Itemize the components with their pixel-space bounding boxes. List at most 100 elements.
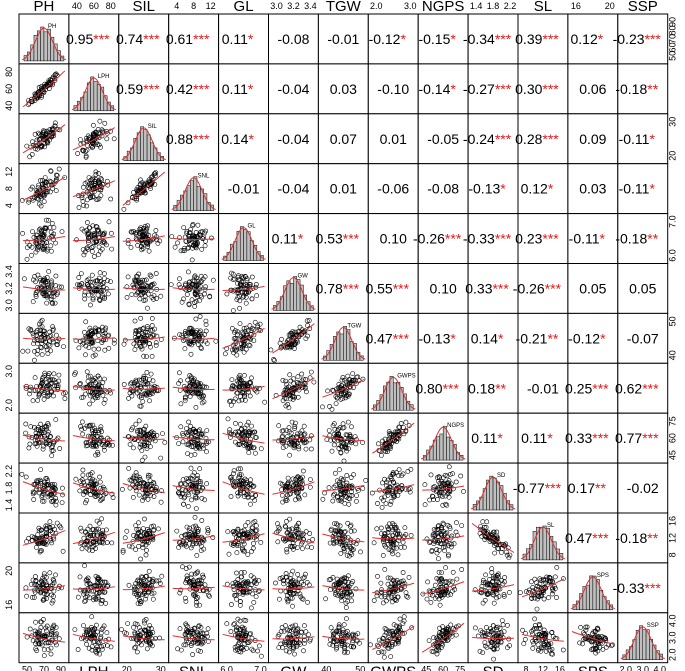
significance-stars: * [600, 330, 606, 346]
scatter-point [83, 319, 89, 325]
scatter-point [104, 136, 110, 142]
scatter-point [96, 252, 101, 258]
cell-frame [218, 113, 270, 165]
significance-stars: * [450, 81, 456, 97]
scatter-point [86, 276, 92, 282]
scatter-point [80, 337, 86, 343]
scatter-point [24, 256, 30, 262]
scatter-point [32, 273, 37, 279]
scatter-point [169, 234, 175, 239]
scatter-point [44, 300, 50, 306]
scatter-point [47, 129, 53, 135]
correlation-coefficient: 0.01 [380, 131, 407, 147]
scatter-point [84, 278, 90, 283]
scatter-point [102, 120, 108, 126]
matrix-cell [68, 562, 120, 614]
scatter-point [34, 137, 40, 143]
significance-stars: * [248, 31, 254, 47]
scatter-point [42, 193, 47, 199]
cell-frame [417, 63, 469, 115]
scatter-point [182, 248, 187, 254]
cell-frame [417, 163, 469, 215]
scatter-point [90, 353, 96, 359]
cell-frame [268, 13, 319, 65]
scatter-point [186, 244, 191, 250]
density-curve [121, 127, 166, 161]
scatter-point [29, 152, 35, 157]
scatter-point [93, 238, 99, 243]
scatter-point [99, 340, 105, 345]
scatter-point [90, 297, 96, 303]
scatter-point [100, 294, 105, 300]
significance-stars: *** [495, 231, 512, 247]
correlation-coefficient: 0.80*** [415, 380, 459, 396]
histogram-bar [146, 134, 151, 161]
matrix-cell: 0.25*** [565, 362, 619, 414]
scatter-point [149, 315, 155, 321]
matrix-cell: LPH [68, 63, 120, 115]
scatter-point [145, 239, 151, 245]
matrix-cell: -0.33*** [463, 213, 519, 265]
scatter-point [38, 344, 43, 350]
histogram-bar [83, 91, 88, 112]
scatter-point [43, 217, 49, 223]
scatter-point [90, 295, 96, 301]
matrix-cell [68, 312, 120, 364]
histogram-bar [43, 31, 48, 62]
significance-stars: *** [542, 231, 559, 247]
scatter-point [52, 123, 58, 129]
scatter-point [137, 181, 143, 187]
scatter-point [51, 225, 57, 230]
scatter-point [147, 272, 153, 278]
matrix-cell [18, 113, 70, 165]
histogram-bar [436, 436, 441, 461]
scatter-point [99, 328, 105, 333]
cell-frame [317, 263, 369, 314]
matrix-cell [417, 462, 469, 514]
histogram-bar [442, 425, 447, 461]
matrix-cell [218, 562, 270, 614]
correlation-coefficient: 0.59*** [116, 81, 160, 97]
scatter-point [89, 272, 95, 278]
scatter-point [28, 186, 34, 192]
scatter-point [25, 348, 31, 354]
scatter-point [43, 280, 49, 286]
significance-stars: * [600, 231, 606, 247]
significance-stars: ** [595, 480, 606, 496]
scatter-point [27, 243, 33, 248]
scatter-point [28, 327, 34, 332]
cell-frame [417, 113, 469, 165]
scatter-point [88, 302, 93, 308]
scatter-point [48, 296, 54, 302]
scatter-point [148, 284, 154, 289]
significance-stars: ** [647, 81, 658, 97]
fit-line [172, 287, 215, 291]
scatter-point [230, 277, 236, 282]
matrix-cell: 0.39*** [515, 13, 569, 65]
scatter-point [41, 199, 47, 204]
scatter-point [36, 244, 42, 250]
significance-stars: *** [642, 430, 659, 446]
cell-frame [467, 263, 519, 314]
matrix-cell: -0.14* [417, 63, 469, 115]
histogram-bar [396, 381, 401, 411]
matrix-cell: -0.12* [367, 13, 419, 65]
scatter-point [54, 173, 60, 178]
scatter-point [177, 276, 182, 282]
scatter-point [97, 270, 103, 276]
cell-frame [417, 13, 469, 65]
scatter-point [54, 332, 59, 338]
matrix-cell: -0.18** [615, 512, 669, 564]
scatter-point [52, 77, 58, 83]
scatter-point [136, 333, 142, 338]
scatter-point [38, 230, 44, 236]
scatter-point [168, 282, 174, 287]
correlation-coefficient: -0.26*** [413, 231, 462, 247]
matrix-cell: GW [268, 263, 319, 314]
histogram-bar [279, 296, 284, 311]
scatter-point [82, 180, 88, 186]
correlation-coefficient: 0.07 [330, 131, 357, 147]
correlation-coefficient: -0.12* [568, 330, 606, 346]
scatter-point [182, 331, 188, 336]
scatter-point [177, 332, 182, 337]
